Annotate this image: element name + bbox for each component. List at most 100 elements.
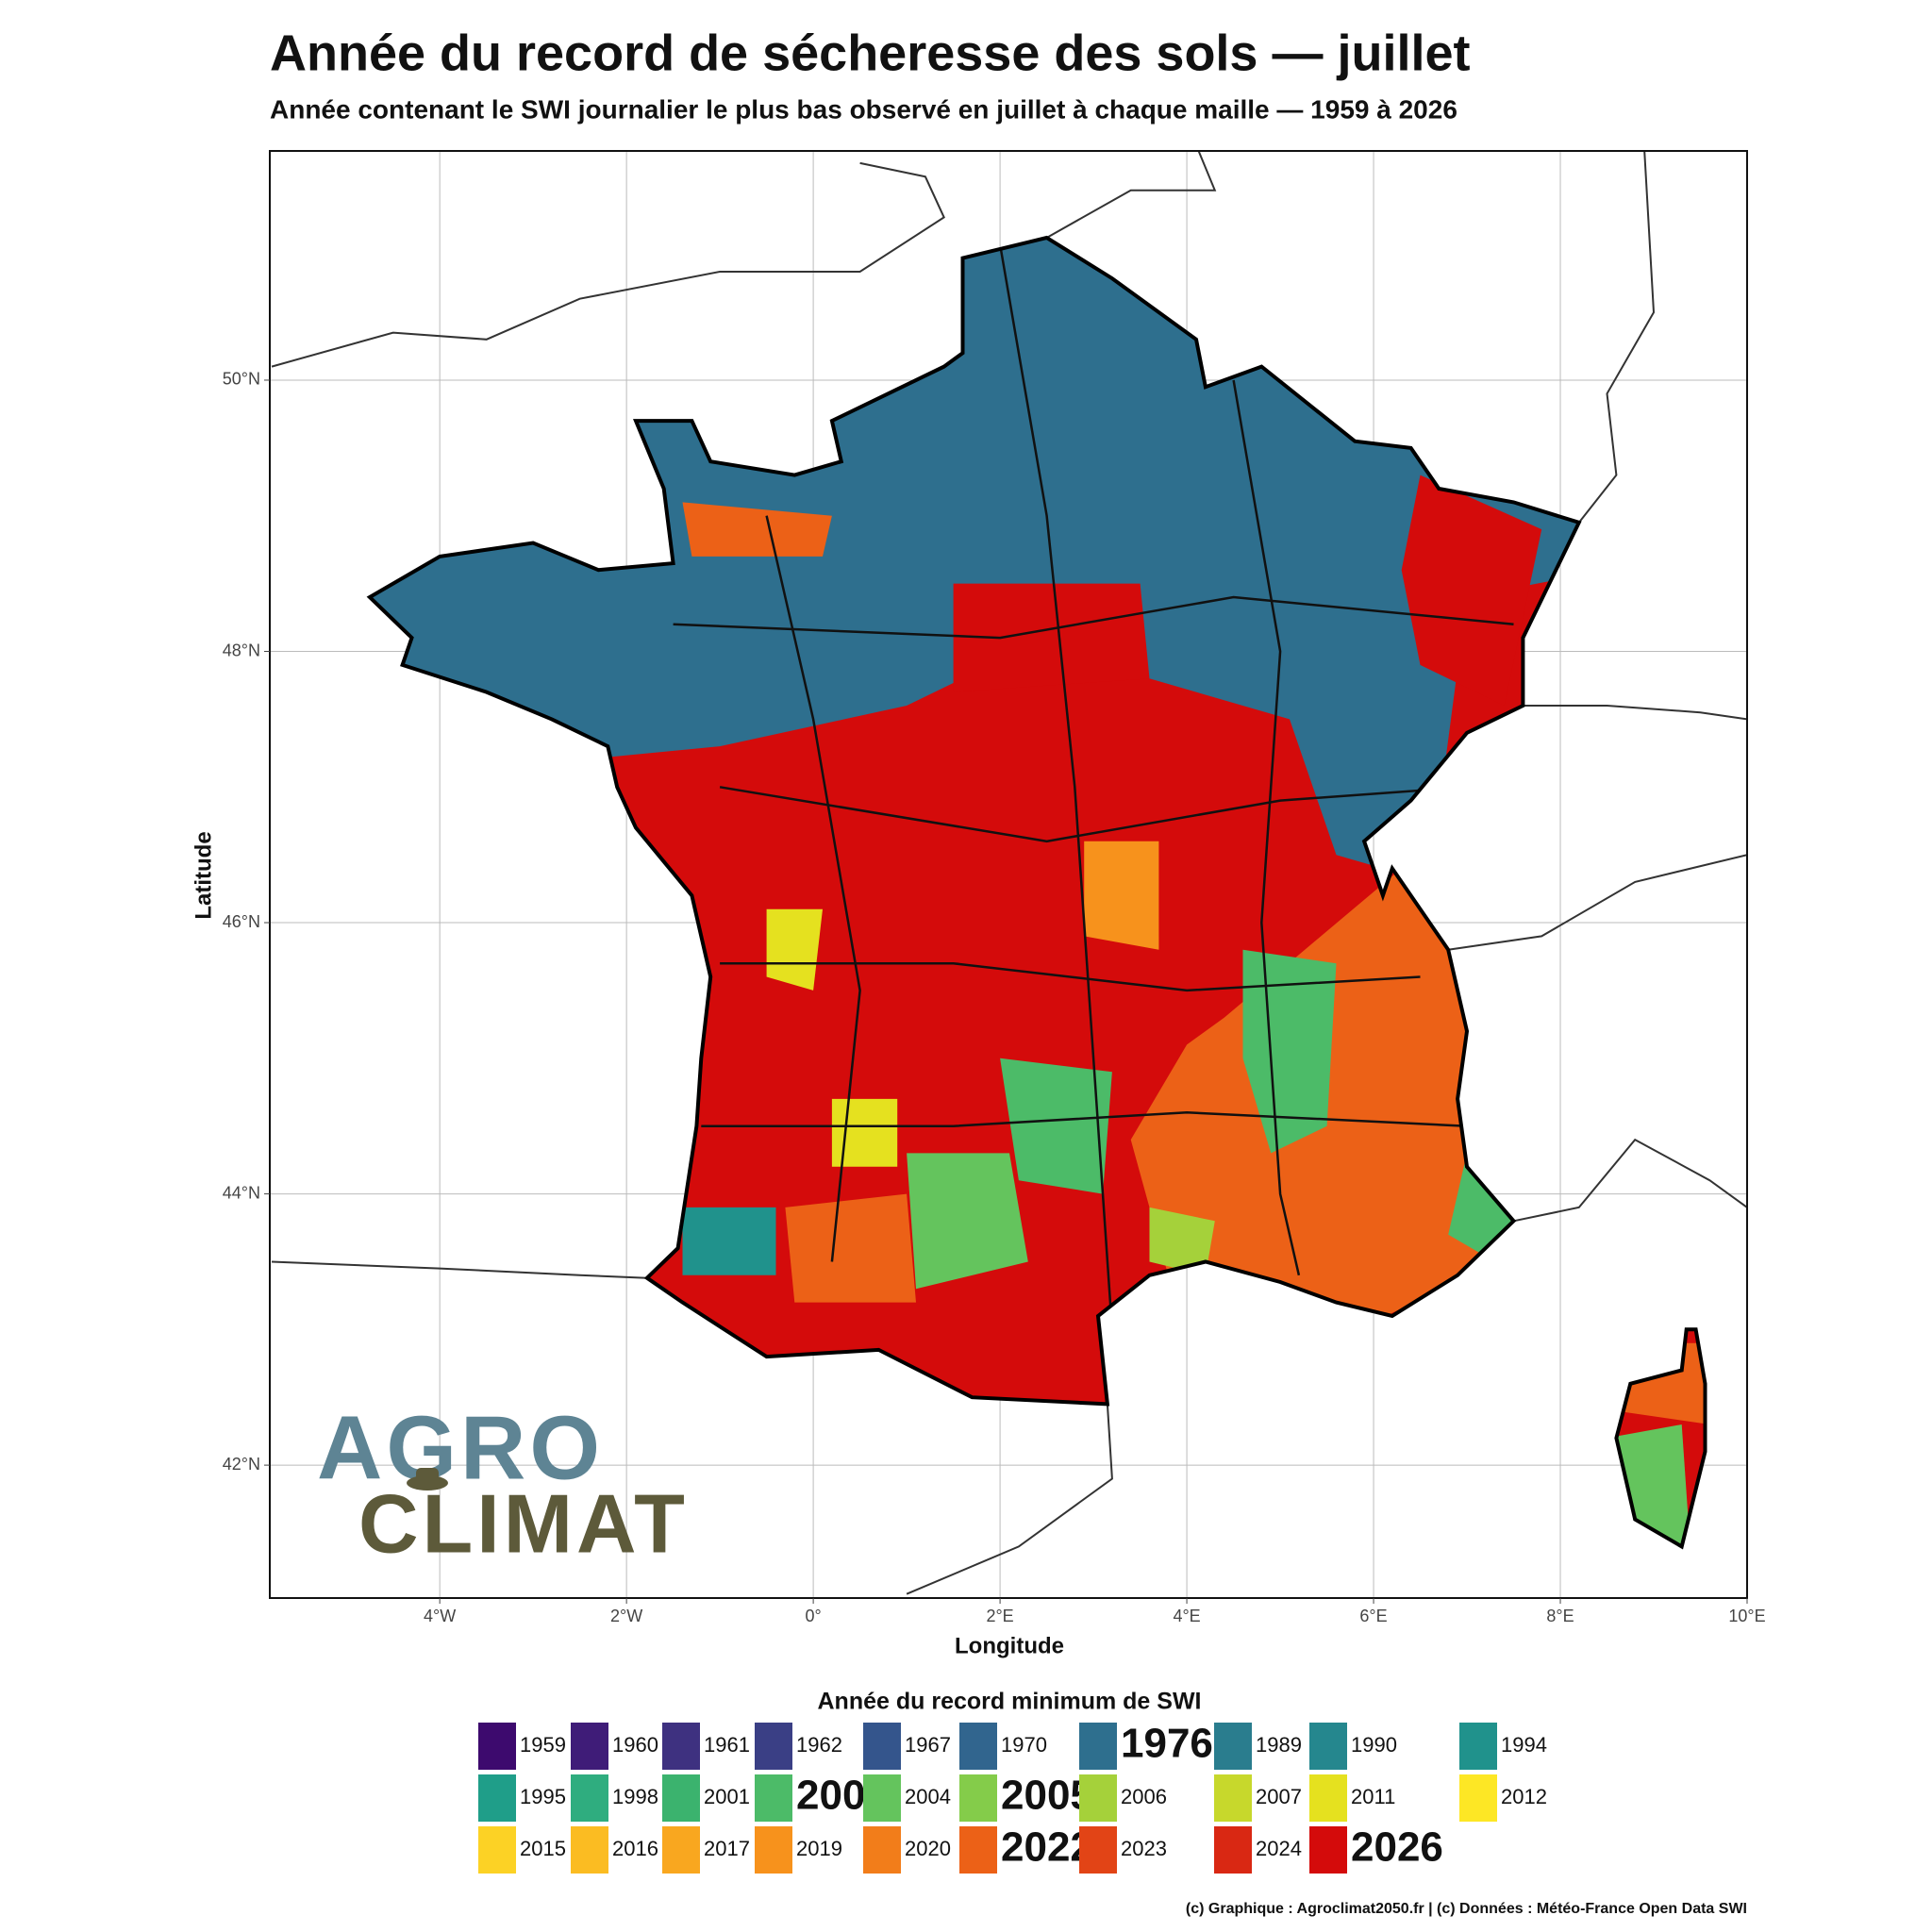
corsica-outline [1614,1327,1707,1550]
legend-swatch [571,1826,608,1874]
legend-label: 1962 [796,1733,842,1757]
logo-text: CLIMAT [358,1476,689,1570]
legend-label: 2011 [1351,1785,1395,1808]
subtitle: Année contenant le SWI journalier le plu… [270,94,1457,124]
y-tick-label: 46°N [223,912,260,931]
legend-label: 1995 [520,1785,566,1808]
legend-swatch [959,1774,997,1822]
legend-swatch [662,1723,700,1770]
legend-label: 1994 [1501,1733,1547,1757]
border [998,243,1114,1330]
legend-label: 2001 [704,1785,750,1808]
legend-swatch [1079,1774,1117,1822]
x-tick-label: 4°E [1173,1607,1200,1625]
region [831,1098,898,1167]
credit: (c) Graphique : Agroclimat2050.fr | (c) … [1186,1901,1747,1917]
legend-label: 1961 [704,1733,750,1757]
legend-swatch [662,1826,700,1874]
legend-label: 2004 [905,1785,951,1808]
legend-label: 2016 [612,1837,658,1860]
x-tick-label: 0° [806,1607,822,1625]
legend-label: 2007 [1256,1785,1302,1808]
legend-swatch [1459,1774,1497,1822]
legend-swatch [662,1774,700,1822]
legend-swatch [959,1826,997,1874]
coastline [1578,151,1656,524]
y-axis-label: Latitude [191,831,216,919]
legend-label: 2026 [1351,1824,1443,1871]
region [953,583,1150,692]
legend-label: 2023 [1121,1837,1167,1860]
legend-swatch [863,1826,901,1874]
x-tick-label: 2°E [986,1607,1013,1625]
region [1084,841,1159,950]
legend-swatch [755,1826,792,1874]
legend-swatch [755,1774,792,1822]
legend-swatch [863,1774,901,1822]
legend-label: 1990 [1351,1733,1397,1757]
border [1232,379,1301,1276]
coastline [1523,705,1747,721]
coastline [1513,1138,1747,1223]
y-tick-label: 50°N [223,370,260,389]
legend-label: 1989 [1256,1733,1302,1757]
legend-label: 2015 [520,1837,566,1860]
border [701,1111,1468,1127]
region [1401,475,1542,706]
legend-swatch [571,1723,608,1770]
region [907,1153,1028,1290]
x-tick-label: 2°W [610,1607,642,1625]
legend-swatch [1214,1826,1252,1874]
legend-title: Année du record minimum de SWI [818,1689,1202,1715]
x-axis-label: Longitude [955,1633,1064,1658]
coastline [906,1404,1113,1595]
legend-swatch [571,1774,608,1822]
x-tick-label: 4°W [424,1607,456,1625]
region [1149,1207,1215,1275]
legend-swatch [1459,1723,1497,1770]
border [719,786,1468,843]
x-tick-label: 10°E [1728,1607,1765,1625]
legend-swatch [478,1774,516,1822]
region [1130,868,1533,1343]
y-tick-label: 44°N [223,1183,260,1202]
legend-swatch [1079,1723,1117,1770]
legend-swatch [1079,1826,1117,1874]
legend-swatch [1309,1774,1347,1822]
france-outline [366,235,1582,1407]
border [765,515,861,1262]
legend-swatch [1309,1723,1347,1770]
border [720,961,1421,992]
y-tick-label: 48°N [223,641,260,659]
legend-swatch [863,1723,901,1770]
legend-label: 2019 [796,1837,842,1860]
coastline [271,161,945,368]
legend-label: 1998 [612,1785,658,1808]
y-tick-label: 42°N [223,1455,260,1474]
legend-label: 1960 [612,1733,658,1757]
legend-label: 2020 [905,1837,951,1860]
legend-label: 2022 [1001,1824,1093,1871]
region [682,502,832,557]
coastline [271,1260,647,1279]
legend-swatch [1214,1723,1252,1770]
legend-swatch [755,1723,792,1770]
coastline [1448,854,1747,951]
coastline [1046,151,1217,239]
ticks: 4°W 2°W 0° 2°E 4°E 6°E 8°E 10°E 42°N 44°N 46°N 48°N… [223,370,1766,1625]
title: Année du record de sécheresse des sols —… [270,25,1470,81]
legend-swatch [1309,1826,1347,1874]
legend-label: 2006 [1121,1785,1167,1808]
legend-swatch [478,1826,516,1874]
logo-text: AGRO [317,1397,604,1498]
legend-label: 2017 [704,1837,750,1860]
region [785,1193,916,1303]
logo-hat [416,1468,439,1481]
region [766,908,823,991]
legend-label: 2024 [1256,1837,1302,1860]
x-tick-label: 8°E [1546,1607,1574,1625]
legend-swatch [478,1723,516,1770]
plot-frame [269,150,1748,1599]
region [682,1207,776,1275]
